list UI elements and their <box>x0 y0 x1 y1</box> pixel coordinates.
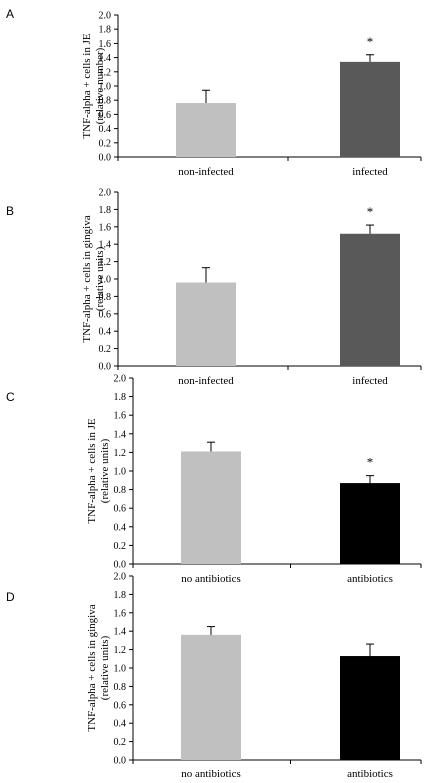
y-axis-label-line: (relative number) <box>94 47 106 124</box>
chart-panel-c: C 0.0 0.2 0.4 0.6 0.8 1.0 1.2 1.4 1.6 1.8 2.0 no ant… <box>6 374 422 585</box>
y-tick-label: 0.0 <box>99 153 112 164</box>
y-tick-label: 1.4 <box>114 627 127 638</box>
panel-letter: A <box>6 7 14 21</box>
y-axis-label: TNF-alpha + cells in JE(relative number) <box>81 33 106 138</box>
chart-panel-d: D 0.0 0.2 0.4 0.6 0.8 1.0 1.2 1.4 1.6 1.8 2.0 no ant… <box>6 572 422 780</box>
y-axis-label-line: TNF-alpha + cells in JE <box>86 418 98 523</box>
panel-letter: C <box>6 390 15 404</box>
bar-non-infected <box>176 103 236 157</box>
y-tick-label: 0.8 <box>99 96 112 107</box>
y-axis-label-line: TNF-alpha + cells in JE <box>81 33 93 138</box>
category-label: antibiotics <box>347 768 393 780</box>
y-tick-label: 0.2 <box>99 344 112 355</box>
y-tick-label: 2.0 <box>99 188 112 199</box>
y-tick-label: 1.0 <box>99 82 112 93</box>
chart-panel-a: A 0.0 0.2 0.4 0.6 0.8 1.0 1.2 1.4 1.6 1.8 2.0 non-in… <box>6 7 422 178</box>
y-tick-label: 1.8 <box>114 392 127 403</box>
y-tick-label: 1.4 <box>99 240 112 251</box>
y-tick-label: 1.2 <box>99 257 112 268</box>
y-tick-label: 0.2 <box>114 541 127 552</box>
y-tick-label: 1.6 <box>99 222 112 233</box>
y-tick-label: 0.8 <box>114 485 127 496</box>
y-axis-label-line: (relative units) <box>99 438 111 503</box>
bar-antibiotics <box>340 656 400 760</box>
category-label: non-infected <box>178 166 234 178</box>
y-axis-label: TNF-alpha + cells in JE(relative units) <box>86 418 111 523</box>
bar-infected <box>340 61 400 157</box>
y-tick-label: 0.0 <box>114 560 127 571</box>
bar-no-antibiotics <box>181 451 241 564</box>
bar-antibiotics <box>340 483 400 564</box>
y-tick-label: 0.6 <box>99 110 112 121</box>
category-label: no antibiotics <box>181 573 241 585</box>
category-label: non-infected <box>178 375 234 387</box>
y-tick-label: 0.2 <box>99 138 112 149</box>
y-tick-label: 2.0 <box>99 11 112 22</box>
chart-panel-b: B 0.0 0.2 0.4 0.6 0.8 1.0 1.2 1.4 1.6 1.8 2.0 non-in… <box>6 188 422 387</box>
bar-non-infected <box>176 282 236 366</box>
y-tick-label: 1.0 <box>114 467 127 478</box>
y-axis-label-line: TNF-alpha + cells in gingiva <box>86 604 98 731</box>
y-tick-label: 0.0 <box>99 362 112 373</box>
y-tick-label: 1.4 <box>114 429 127 440</box>
category-label: no antibiotics <box>181 768 241 780</box>
y-tick-label: 0.4 <box>99 124 112 135</box>
y-tick-label: 1.6 <box>114 411 127 422</box>
y-tick-label: 0.4 <box>114 522 127 533</box>
y-tick-label: 1.2 <box>99 67 112 78</box>
y-tick-label: 1.6 <box>114 608 127 619</box>
panel-letter: D <box>6 590 15 604</box>
y-tick-label: 1.8 <box>99 205 112 216</box>
category-label: antibiotics <box>347 573 393 585</box>
y-tick-label: 0.4 <box>114 719 127 730</box>
y-tick-label: 1.0 <box>99 275 112 286</box>
y-tick-label: 0.4 <box>99 327 112 338</box>
y-axis-label: TNF-alpha + cells in gingiva(relative un… <box>86 604 111 731</box>
y-tick-label: 0.8 <box>99 292 112 303</box>
panel-letter: B <box>6 204 14 218</box>
significance-marker: * <box>367 34 374 49</box>
significance-marker: * <box>367 455 374 470</box>
y-tick-label: 1.2 <box>114 448 127 459</box>
category-label: infected <box>352 375 388 387</box>
y-tick-label: 1.2 <box>114 645 127 656</box>
y-tick-label: 1.4 <box>99 53 112 64</box>
y-tick-label: 0.8 <box>114 682 127 693</box>
y-tick-label: 0.6 <box>99 309 112 320</box>
y-axis-label-line: (relative units) <box>94 246 106 311</box>
significance-marker: * <box>367 204 374 219</box>
bar-no-antibiotics <box>181 634 241 760</box>
y-tick-label: 1.8 <box>99 25 112 36</box>
y-tick-label: 0.6 <box>114 504 127 515</box>
category-label: infected <box>352 166 388 178</box>
y-axis-label-line: TNF-alpha + cells in gingiva <box>81 215 93 342</box>
y-axis-label: TNF-alpha + cells in gingiva(relative un… <box>81 215 106 342</box>
y-tick-label: 1.6 <box>99 39 112 50</box>
y-axis-label-line: (relative units) <box>99 635 111 700</box>
y-tick-label: 1.8 <box>114 590 127 601</box>
y-tick-label: 0.0 <box>114 756 127 767</box>
y-tick-label: 0.2 <box>114 737 127 748</box>
y-tick-label: 1.0 <box>114 664 127 675</box>
y-tick-label: 2.0 <box>114 572 127 583</box>
y-tick-label: 2.0 <box>114 374 127 385</box>
y-tick-label: 0.6 <box>114 700 127 711</box>
bar-infected <box>340 233 400 366</box>
